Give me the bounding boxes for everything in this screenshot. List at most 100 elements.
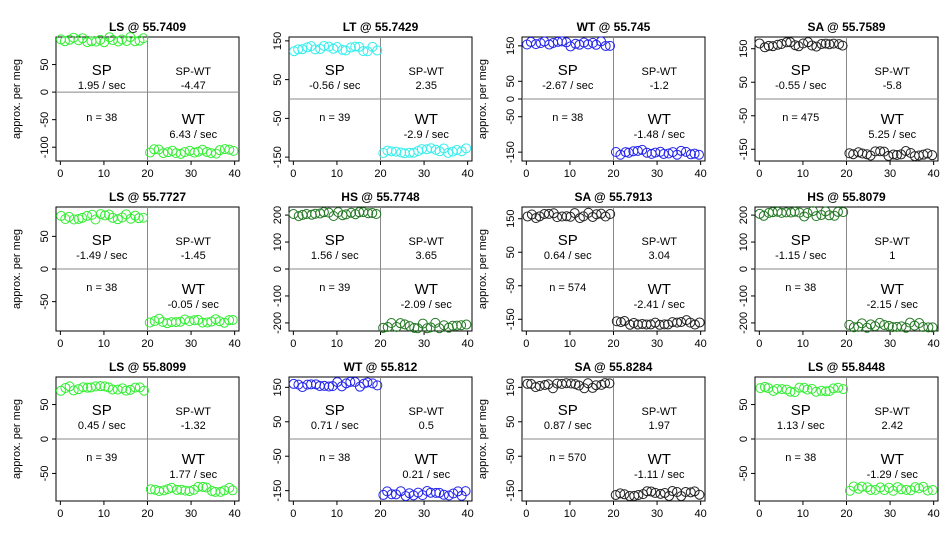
x-tick-label: 10 (98, 338, 110, 350)
y-axis-label: approx. per meg (11, 399, 23, 479)
x-tick-label: 10 (564, 338, 576, 350)
wt-point (172, 484, 183, 495)
sp-point (591, 209, 602, 220)
x-tick-label: 0 (290, 338, 296, 350)
y-tick-label: -50 (272, 448, 284, 464)
y-tick-label: -100 (39, 136, 51, 158)
y-tick-label: -150 (505, 141, 517, 163)
wt-point (875, 146, 886, 157)
sp-point (832, 206, 843, 217)
wt-point (214, 145, 225, 156)
wt-point (637, 144, 648, 155)
x-tick-label: 0 (57, 508, 63, 520)
wt-point (197, 481, 208, 492)
wt-label: WT (881, 111, 904, 128)
sp-point (324, 381, 335, 392)
sp-point (525, 36, 536, 47)
wt-point (888, 149, 899, 160)
wt-rate: 0.21 / sec (402, 469, 450, 481)
wt-point (460, 486, 471, 497)
wt-point (434, 487, 445, 498)
sp-point (781, 37, 792, 48)
x-tick-label: 10 (331, 168, 343, 180)
wt-label: WT (648, 451, 671, 468)
wt-point (896, 321, 907, 332)
x-tick-label: 10 (564, 168, 576, 180)
x-tick-label: 0 (57, 168, 63, 180)
x-tick-label: 20 (607, 338, 619, 350)
sp-point (139, 385, 150, 396)
sp-point (820, 386, 831, 397)
y-tick-label: -150 (505, 308, 517, 330)
wt-point (166, 482, 177, 493)
sp-point (95, 381, 106, 392)
sample-count: n = 574 (549, 282, 586, 294)
spwt-label: SP-WT (875, 236, 911, 248)
y-tick-label: -50 (39, 465, 51, 481)
sp-point (332, 42, 343, 53)
sp-point (302, 42, 313, 53)
wt-point (144, 317, 155, 328)
x-tick-label: 30 (651, 508, 663, 520)
sp-point (807, 40, 818, 51)
wt-point (224, 482, 235, 493)
sp-point (100, 210, 111, 221)
x-tick-label: 40 (229, 168, 241, 180)
panel-title: HS @ 55.8079 (807, 190, 886, 204)
x-tick-label: 0 (756, 168, 762, 180)
wt-point (685, 149, 696, 160)
wt-point (676, 145, 687, 156)
sp-point (534, 211, 545, 222)
sp-point (310, 44, 321, 55)
y-tick-label: 0 (505, 96, 517, 102)
wt-point (184, 486, 195, 497)
x-tick-label: 0 (57, 338, 63, 350)
x-tick-label: 30 (418, 168, 430, 180)
panel-6: HS @ 55.7748 0 10 20 30 40 -200 -100 0 100 200 SP1.… (272, 190, 474, 350)
sp-point (759, 42, 770, 53)
sp-label: SP (325, 62, 345, 79)
panel-title: LT @ 55.7429 (343, 20, 419, 34)
wt-point (654, 319, 665, 330)
sp-point (90, 214, 101, 225)
y-tick-label: -50 (505, 448, 517, 464)
panel-title: HS @ 55.7748 (341, 190, 420, 204)
sp-point (362, 377, 373, 388)
wt-point (461, 319, 472, 330)
sp-point (104, 32, 115, 43)
sp-point (600, 378, 611, 389)
sp-label: SP (558, 62, 578, 79)
spwt-label: SP-WT (176, 236, 212, 248)
wt-point (655, 146, 666, 157)
sp-point (824, 210, 835, 221)
x-tick-label: 30 (651, 168, 663, 180)
panel-title: WT @ 55.745 (577, 20, 651, 34)
x-tick-label: 20 (141, 338, 153, 350)
sp-point (346, 207, 357, 218)
panel-5: LS @ 55.7727 0 10 20 30 40 -50 0 50 approx. per m… (11, 190, 241, 350)
x-tick-label: 30 (185, 168, 197, 180)
wt-point (224, 315, 235, 326)
sp-rate: 1.13 / sec (777, 420, 825, 432)
sp-point (820, 38, 831, 49)
y-tick-label: 50 (39, 58, 51, 70)
y-tick-label: 50 (272, 416, 284, 428)
y-tick-label: 100 (738, 233, 750, 251)
panel-10: WT @ 55.812 0 10 20 30 40 -150 -50 50 150 SP0.71 /… (272, 360, 474, 520)
y-tick-label: 150 (272, 32, 284, 50)
sample-count: n = 38 (319, 452, 350, 464)
wt-point (193, 481, 204, 492)
sp-rate: 0.71 / sec (311, 420, 359, 432)
wt-point (633, 490, 644, 501)
sp-point (82, 210, 93, 221)
y-tick-label: -100 (272, 285, 284, 307)
y-tick-label: 0 (738, 266, 750, 272)
y-tick-label: 150 (505, 37, 517, 55)
sp-point (803, 37, 814, 48)
sp-point (371, 209, 382, 220)
x-tick-label: 20 (840, 338, 852, 350)
x-tick-label: 40 (695, 508, 707, 520)
spwt-value: 3.04 (649, 250, 670, 262)
y-tick-label: 50 (738, 76, 750, 88)
y-tick-label: 50 (738, 398, 750, 410)
